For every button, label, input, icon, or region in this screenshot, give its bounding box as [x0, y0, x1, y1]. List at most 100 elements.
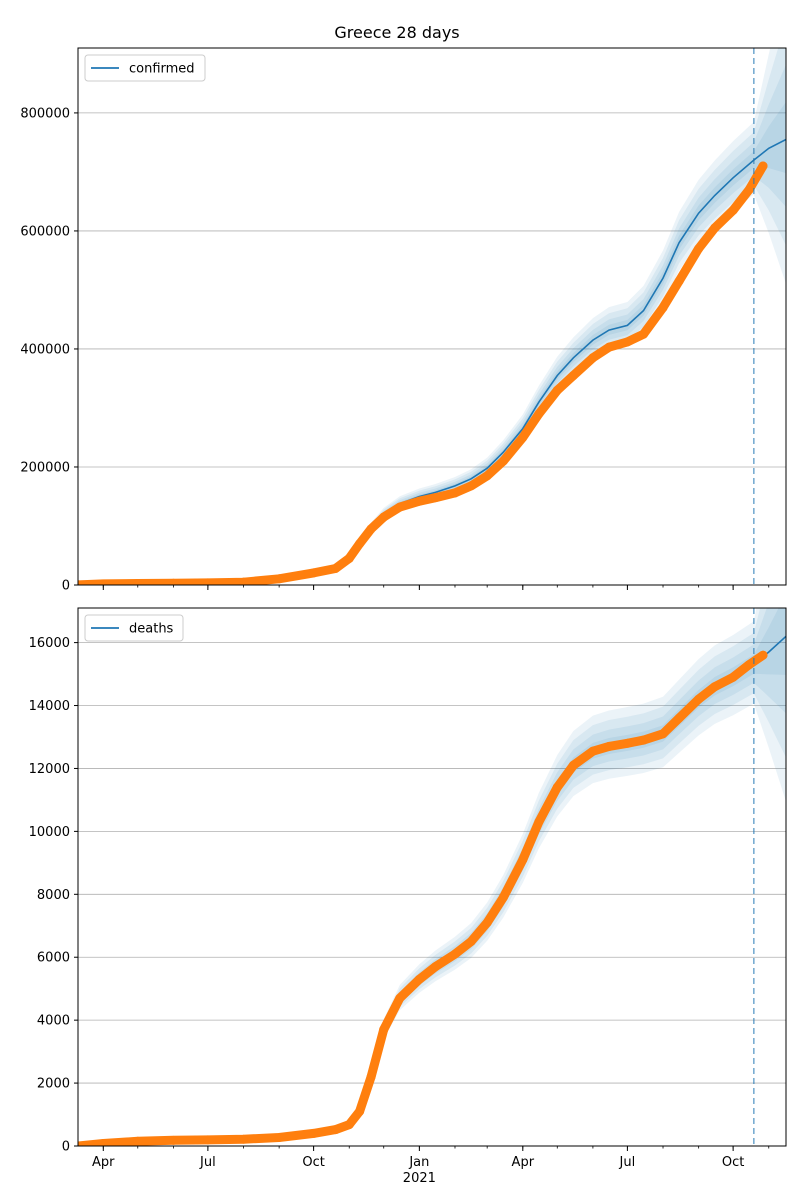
confirmed-observed-point: [395, 502, 405, 512]
confirmed-legend: confirmed: [84, 54, 206, 82]
confirmed-legend-box: [84, 54, 206, 82]
confirmed-observed-point: [239, 577, 249, 585]
confirmed-ytick-label: 200000: [20, 460, 70, 475]
confirmed-observed-point: [604, 342, 614, 352]
confirmed-observed-point: [466, 481, 476, 491]
confirmed-observed-point: [498, 456, 508, 466]
deaths-observed-point: [482, 918, 492, 928]
deaths-ytick-label: 16000: [29, 636, 70, 651]
chart-title: Greece 28 days: [334, 23, 459, 42]
confirmed-observed-point: [658, 303, 668, 313]
confirmed-observed-point: [728, 205, 738, 215]
deaths-observed-point: [552, 782, 562, 792]
confirmed-observed-point: [344, 553, 354, 563]
confirmed-observed-point: [534, 409, 544, 419]
deaths-xtick-label: Jul: [199, 1155, 216, 1170]
confirmed-observed-point: [482, 471, 492, 481]
deaths-legend: deaths: [84, 614, 184, 642]
confirmed-uncertainty-band: [78, 48, 786, 585]
confirmed-uncertainty-band: [78, 102, 786, 585]
deaths-ytick-label: 8000: [37, 888, 70, 903]
deaths-observed-point: [203, 1135, 213, 1145]
confirmed-observed-point: [638, 329, 648, 339]
confirmed-ytick-label: 0: [62, 579, 70, 594]
deaths-observed-point: [710, 682, 720, 692]
confirmed-observed-point: [203, 578, 213, 585]
confirmed-observed-point: [674, 276, 684, 286]
deaths-observed-point: [638, 735, 648, 745]
confirmed-observed-point: [518, 432, 528, 442]
confirmed-ytick-label: 400000: [20, 342, 70, 357]
confirmed-observed-point: [588, 353, 598, 363]
confirmed-observed-point: [78, 580, 83, 585]
confirmed-observed-point: [450, 488, 460, 498]
confirmed-observed-point: [133, 578, 143, 585]
confirmed-observed-point: [168, 578, 178, 585]
deaths-observed-point: [168, 1135, 178, 1145]
confirmed-observed-point: [758, 161, 768, 171]
confirmed-observed-point: [414, 496, 424, 506]
confirmed-observed-point: [710, 223, 720, 233]
deaths-observed-point: [98, 1138, 108, 1146]
deaths-observed-point: [78, 1141, 83, 1146]
deaths-xtick-label: Jul: [619, 1155, 636, 1170]
deaths-legend-label: deaths: [129, 622, 174, 637]
deaths-observed-point: [133, 1136, 143, 1146]
deaths-xtick-label: Jan: [408, 1155, 429, 1170]
confirmed-observed-point: [622, 337, 632, 347]
deaths-observed-point: [466, 936, 476, 946]
confirmed-observed-point: [568, 371, 578, 381]
deaths-ytick-label: 2000: [37, 1077, 70, 1092]
deaths-observed-point: [518, 855, 528, 865]
confirmed-plot-area: [78, 48, 786, 585]
deaths-observed-point: [379, 1025, 389, 1035]
confirmed-observed-point: [274, 574, 284, 584]
deaths-observed-point: [568, 760, 578, 770]
deaths-axes-frame: [77, 607, 787, 1147]
deaths-xtick-label: Oct: [302, 1155, 324, 1170]
deaths-observed-point: [274, 1133, 284, 1143]
deaths-observed-point: [498, 892, 508, 902]
deaths-observed-point: [728, 672, 738, 682]
confirmed-ytick-label: 600000: [20, 224, 70, 239]
deaths-observed-point: [366, 1072, 376, 1082]
deaths-observed-point: [430, 962, 440, 972]
year-label: 2021: [403, 1171, 436, 1186]
deaths-observed-point: [239, 1134, 249, 1144]
deaths-ytick-label: 0: [62, 1140, 70, 1155]
deaths-ytick-label: 10000: [29, 825, 70, 840]
deaths-observed-point: [355, 1106, 365, 1116]
deaths-xtick-label: Oct: [722, 1155, 744, 1170]
deaths-observed-point: [674, 713, 684, 723]
deaths-ytick-label: 14000: [29, 699, 70, 714]
confirmed-observed-point: [379, 512, 389, 522]
deaths-observed-point: [758, 650, 768, 660]
confirmed-panel: 0 200000 400000 600000 800000 confirmed: [20, 47, 787, 594]
deaths-observed-point: [309, 1128, 319, 1138]
deaths-ytick-label: 4000: [37, 1014, 70, 1029]
deaths-observed-point: [330, 1125, 340, 1135]
confirmed-observed-point: [430, 493, 440, 503]
deaths-uncertainty-band: [78, 608, 786, 1146]
confirmed-observed-point: [355, 539, 365, 549]
confirmed-observed-point: [744, 185, 754, 195]
deaths-observed-point: [658, 729, 668, 739]
deaths-observed-point: [694, 694, 704, 704]
deaths-xtick-label: Apr: [92, 1155, 115, 1170]
deaths-uncertainty-band: [78, 608, 786, 1146]
confirmed-observed-point: [694, 244, 704, 254]
confirmed-axes-frame: [77, 47, 787, 586]
deaths-observed-point: [414, 974, 424, 984]
deaths-legend-box: [84, 614, 184, 642]
deaths-observed-point: [395, 993, 405, 1003]
confirmed-uncertainty-band: [78, 64, 786, 585]
deaths-observed-point: [604, 741, 614, 751]
confirmed-uncertainty-band: [78, 48, 786, 585]
confirmed-ytick-label: 800000: [20, 106, 70, 121]
deaths-observed-point: [622, 738, 632, 748]
confirmed-observed-point: [366, 524, 376, 534]
deaths-uncertainty-band: [78, 608, 786, 1146]
confirmed-observed-series: [78, 161, 768, 585]
deaths-uncertainty-band: [78, 608, 786, 1146]
